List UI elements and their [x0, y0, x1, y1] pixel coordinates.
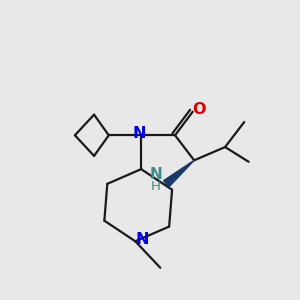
Text: H: H — [151, 180, 161, 193]
Text: N: N — [133, 126, 146, 141]
Polygon shape — [164, 160, 194, 187]
Text: N: N — [135, 232, 148, 247]
Text: O: O — [192, 102, 206, 117]
Text: N: N — [149, 167, 162, 182]
